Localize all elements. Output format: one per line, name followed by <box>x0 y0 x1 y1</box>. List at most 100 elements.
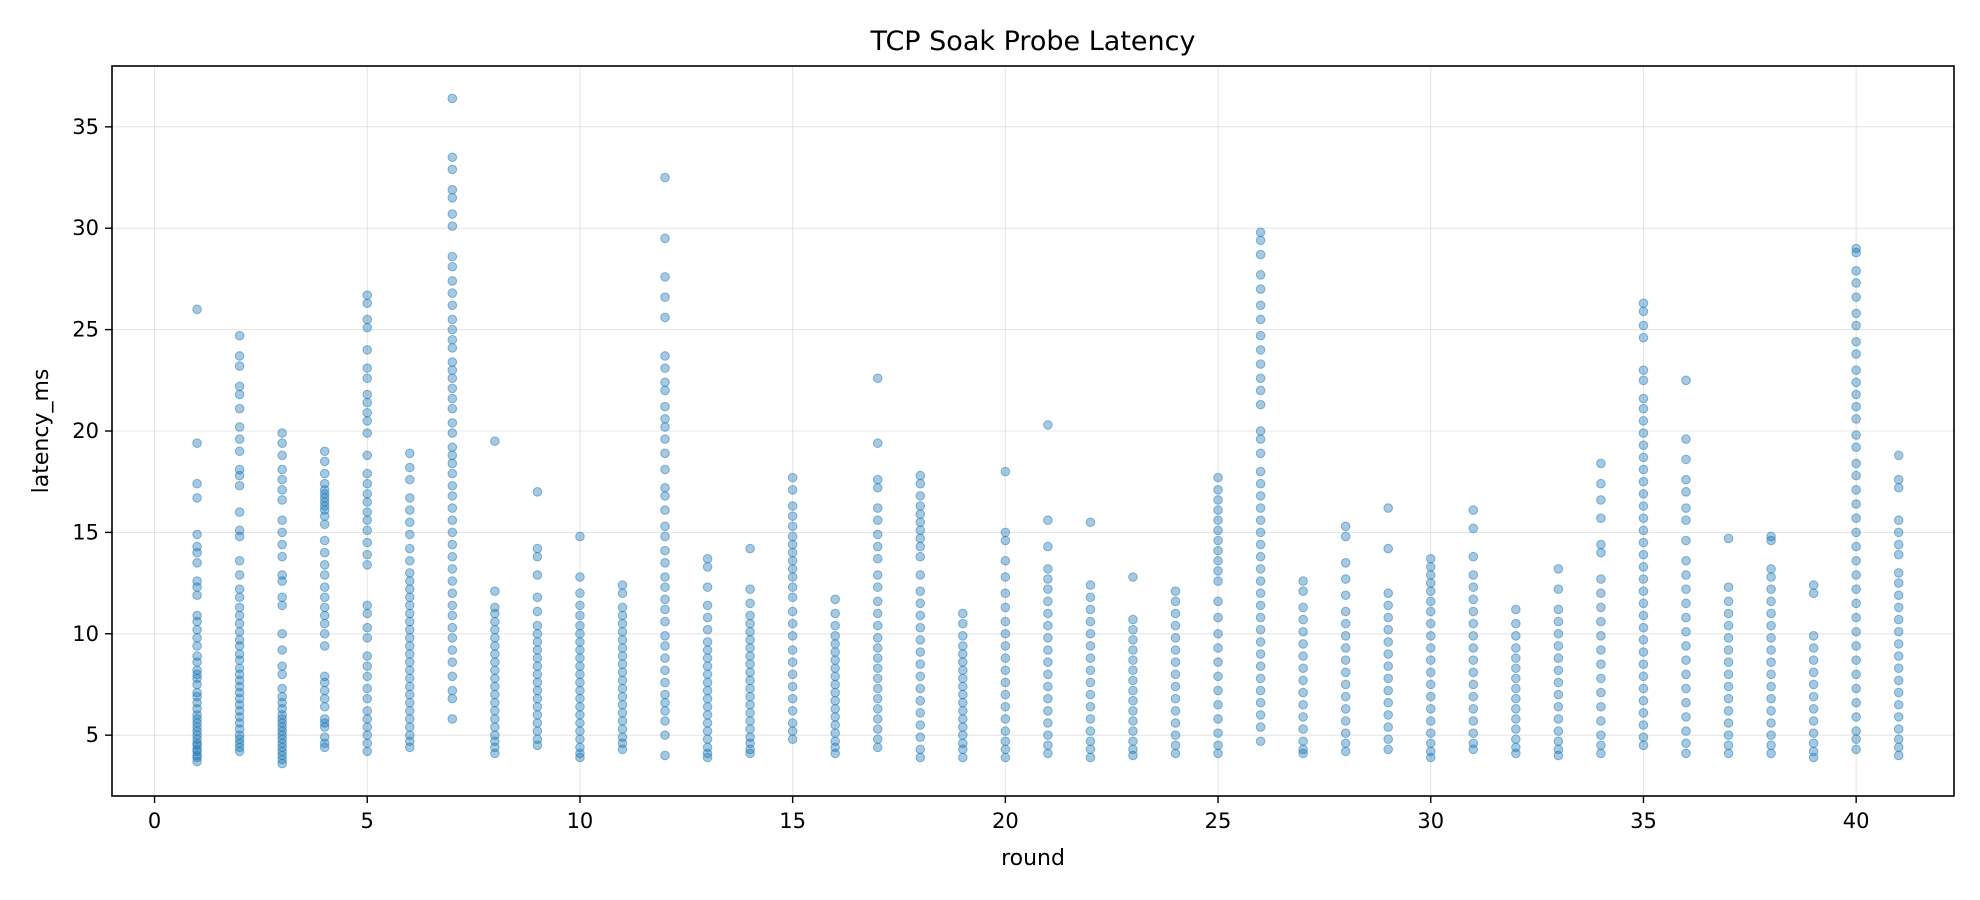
data-point <box>1596 478 1606 489</box>
data-point <box>617 659 628 669</box>
data-point <box>1425 704 1436 714</box>
data-point <box>1681 454 1691 465</box>
data-point <box>1213 685 1223 696</box>
data-point <box>1723 533 1734 544</box>
data-point <box>1808 728 1819 738</box>
data-point <box>787 547 798 558</box>
data-point <box>404 722 415 732</box>
data-point <box>1851 655 1861 665</box>
data-point <box>447 93 458 104</box>
data-point <box>1128 624 1138 635</box>
data-point <box>1851 320 1861 331</box>
data-point <box>1298 736 1308 747</box>
data-point <box>1213 657 1223 667</box>
data-point <box>447 491 458 501</box>
data-point <box>1255 503 1266 513</box>
data-point <box>1213 612 1223 623</box>
data-point <box>362 373 373 384</box>
data-point <box>1596 659 1606 669</box>
data-point <box>1681 535 1691 546</box>
data-point <box>787 681 798 692</box>
data-point <box>660 521 670 532</box>
data-point <box>362 600 373 611</box>
data-point <box>660 582 670 592</box>
data-point <box>1468 582 1479 592</box>
data-point <box>575 677 585 688</box>
data-point <box>1553 677 1564 688</box>
data-point <box>277 539 287 550</box>
data-point <box>787 657 798 667</box>
data-point <box>1043 564 1053 574</box>
data-point <box>319 610 330 621</box>
data-point <box>958 744 968 755</box>
data-point <box>1723 633 1734 643</box>
data-point <box>1638 683 1649 694</box>
data-point <box>277 628 287 639</box>
data-point <box>1723 740 1734 751</box>
data-point <box>362 478 373 489</box>
data-point <box>1340 558 1351 568</box>
data-point <box>1511 748 1521 759</box>
data-point <box>617 626 628 637</box>
data-point <box>1723 620 1734 631</box>
data-point <box>1808 738 1819 749</box>
data-point <box>872 734 883 745</box>
data-point <box>404 673 415 684</box>
data-point <box>702 553 713 564</box>
data-point <box>702 726 713 736</box>
data-point <box>787 618 798 629</box>
data-point <box>745 716 755 726</box>
data-point <box>1468 643 1479 653</box>
y-tick-label: 15 <box>72 520 99 544</box>
data-point <box>1425 553 1436 564</box>
data-point <box>702 685 713 696</box>
data-point <box>277 551 287 562</box>
data-point <box>1255 448 1266 459</box>
data-point <box>1851 683 1861 694</box>
data-point <box>915 744 926 755</box>
data-point <box>1511 693 1521 704</box>
data-point <box>1681 570 1691 580</box>
data-point <box>362 525 373 536</box>
data-point <box>1468 691 1479 702</box>
data-point <box>362 537 373 548</box>
data-point <box>404 493 415 503</box>
data-point <box>830 663 840 674</box>
data-point <box>617 588 628 599</box>
data-point <box>1000 555 1011 566</box>
data-point <box>1043 693 1053 704</box>
data-point <box>1170 718 1181 728</box>
data-point <box>1000 602 1011 613</box>
data-point <box>447 527 458 538</box>
data-point <box>575 661 585 672</box>
data-point <box>1553 726 1564 736</box>
data-point <box>1851 734 1861 745</box>
data-point <box>1723 669 1734 680</box>
data-point <box>1213 740 1223 751</box>
data-point <box>745 691 755 702</box>
data-point <box>745 659 755 669</box>
data-point <box>660 689 670 700</box>
data-point <box>660 491 670 501</box>
data-point <box>1213 515 1223 526</box>
data-point <box>362 683 373 694</box>
data-point <box>1553 604 1564 615</box>
data-point <box>532 570 543 580</box>
data-point <box>1681 726 1691 736</box>
data-point <box>575 726 585 736</box>
data-point <box>1255 624 1266 635</box>
data-point <box>915 683 926 694</box>
data-point <box>1723 693 1734 704</box>
data-point <box>1255 612 1266 623</box>
data-point <box>447 685 458 696</box>
data-point <box>1511 724 1521 734</box>
data-point <box>1851 365 1861 375</box>
data-point <box>787 726 798 736</box>
data-point <box>617 651 628 661</box>
data-point <box>1638 671 1649 682</box>
data-point <box>490 697 500 708</box>
data-point <box>702 734 713 745</box>
data-point <box>1043 420 1053 430</box>
data-point <box>1851 513 1861 523</box>
data-point <box>319 592 330 603</box>
